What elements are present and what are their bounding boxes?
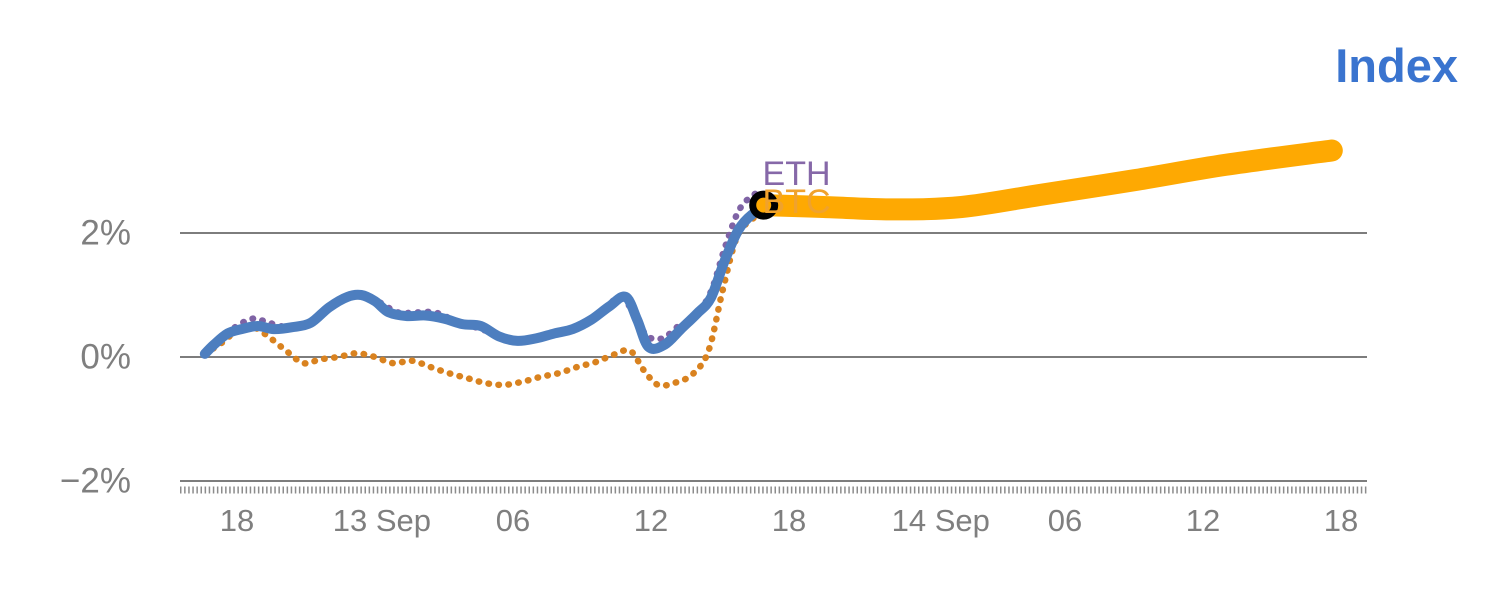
eth-line-label: ETH [763,155,831,193]
x-tick-label: 18 [220,503,254,538]
index-forecast-band [752,139,1343,221]
x-tick-label: 14 Sep [892,503,990,538]
y-tick-label: 2% [80,214,131,253]
btc-line [201,211,767,389]
chart-title: Index [1335,39,1458,92]
y-tick-label: −2% [60,462,131,501]
x-tick-label: 06 [496,503,530,538]
y-tick-label: 0% [80,338,131,377]
x-tick-label: 12 [634,503,668,538]
index-line [199,204,769,359]
x-tick-label: 13 Sep [333,503,431,538]
x-tick-label: 18 [772,503,806,538]
btc-line-label: BTC [763,183,831,221]
x-tick-label: 12 [1186,503,1220,538]
current-value-marker [749,190,779,220]
x-tick-label: 18 [1324,503,1358,538]
x-tick-label: 06 [1048,503,1082,538]
